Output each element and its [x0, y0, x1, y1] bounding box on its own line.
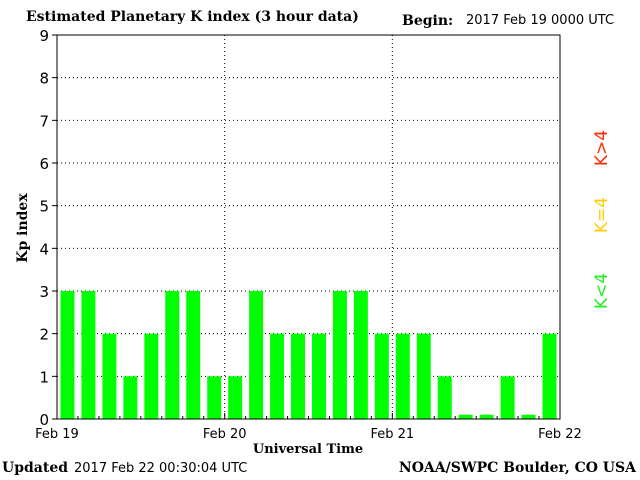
legend-low: K<4 [592, 273, 612, 309]
kp-bar [521, 414, 536, 419]
kp-bar [437, 376, 452, 419]
kp-bar [458, 414, 473, 419]
kp-bar [395, 333, 410, 419]
legend: K>4 K=4 K<4 [592, 130, 612, 309]
y-tick-label: 2 [39, 326, 49, 344]
kp-bar [500, 376, 515, 419]
y-tick-label: 1 [39, 368, 49, 386]
kp-bar [165, 291, 180, 419]
x-tick-label: Feb 20 [203, 427, 247, 442]
kp-bar [332, 291, 347, 419]
chart-title: Estimated Planetary K index (3 hour data… [26, 9, 359, 25]
kp-bar [312, 333, 326, 419]
kp-bar [542, 333, 557, 419]
begin-label: Begin: [402, 13, 454, 29]
kp-bar [60, 291, 75, 419]
bars-group [60, 291, 557, 419]
y-tick-label: 6 [39, 155, 49, 173]
x-axis-label: Universal Time [253, 442, 363, 457]
updated-value: 2017 Feb 22 00:30:04 UTC [74, 461, 248, 476]
legend-equal: K=4 [592, 197, 612, 233]
kp-bar [353, 291, 368, 419]
legend-high: K>4 [592, 130, 612, 166]
y-tick-label: 7 [39, 112, 49, 130]
kp-bar [416, 333, 431, 419]
kp-bar [270, 333, 285, 419]
kp-bar [81, 291, 96, 419]
x-tick-label: Feb 22 [538, 427, 582, 442]
y-tick-label: 9 [39, 27, 49, 45]
kp-bar [228, 376, 243, 419]
kp-bar [144, 333, 159, 419]
y-tick-label: 3 [39, 283, 49, 301]
plot-frame [56, 34, 561, 420]
y-tick-label: 5 [39, 198, 49, 216]
kp-bar [291, 333, 305, 419]
axis-ticks: 0 1 2 3 4 5 6 7 8 9 Feb 19 Feb 20 Feb 21 Feb 22 [35, 27, 582, 442]
kp-bar [249, 291, 264, 419]
y-tick-label: 4 [39, 240, 49, 258]
credit-text: NOAA/SWPC Boulder, CO USA [398, 460, 636, 476]
y-tick-label: 0 [39, 411, 49, 429]
kp-bar [186, 291, 201, 419]
kp-bar [479, 414, 494, 419]
x-tick-label: Feb 21 [370, 427, 414, 442]
y-tick-label: 8 [39, 70, 49, 88]
kp-bar [102, 333, 117, 419]
updated-label: Updated [2, 460, 69, 476]
grid-lines [57, 35, 560, 419]
kp-bar [123, 376, 138, 419]
y-axis-label: Kp index [15, 193, 31, 263]
begin-value: 2017 Feb 19 0000 UTC [466, 13, 615, 28]
kp-bar [374, 333, 389, 419]
kp-bar [207, 376, 222, 419]
x-tick-label: Feb 19 [35, 427, 79, 442]
